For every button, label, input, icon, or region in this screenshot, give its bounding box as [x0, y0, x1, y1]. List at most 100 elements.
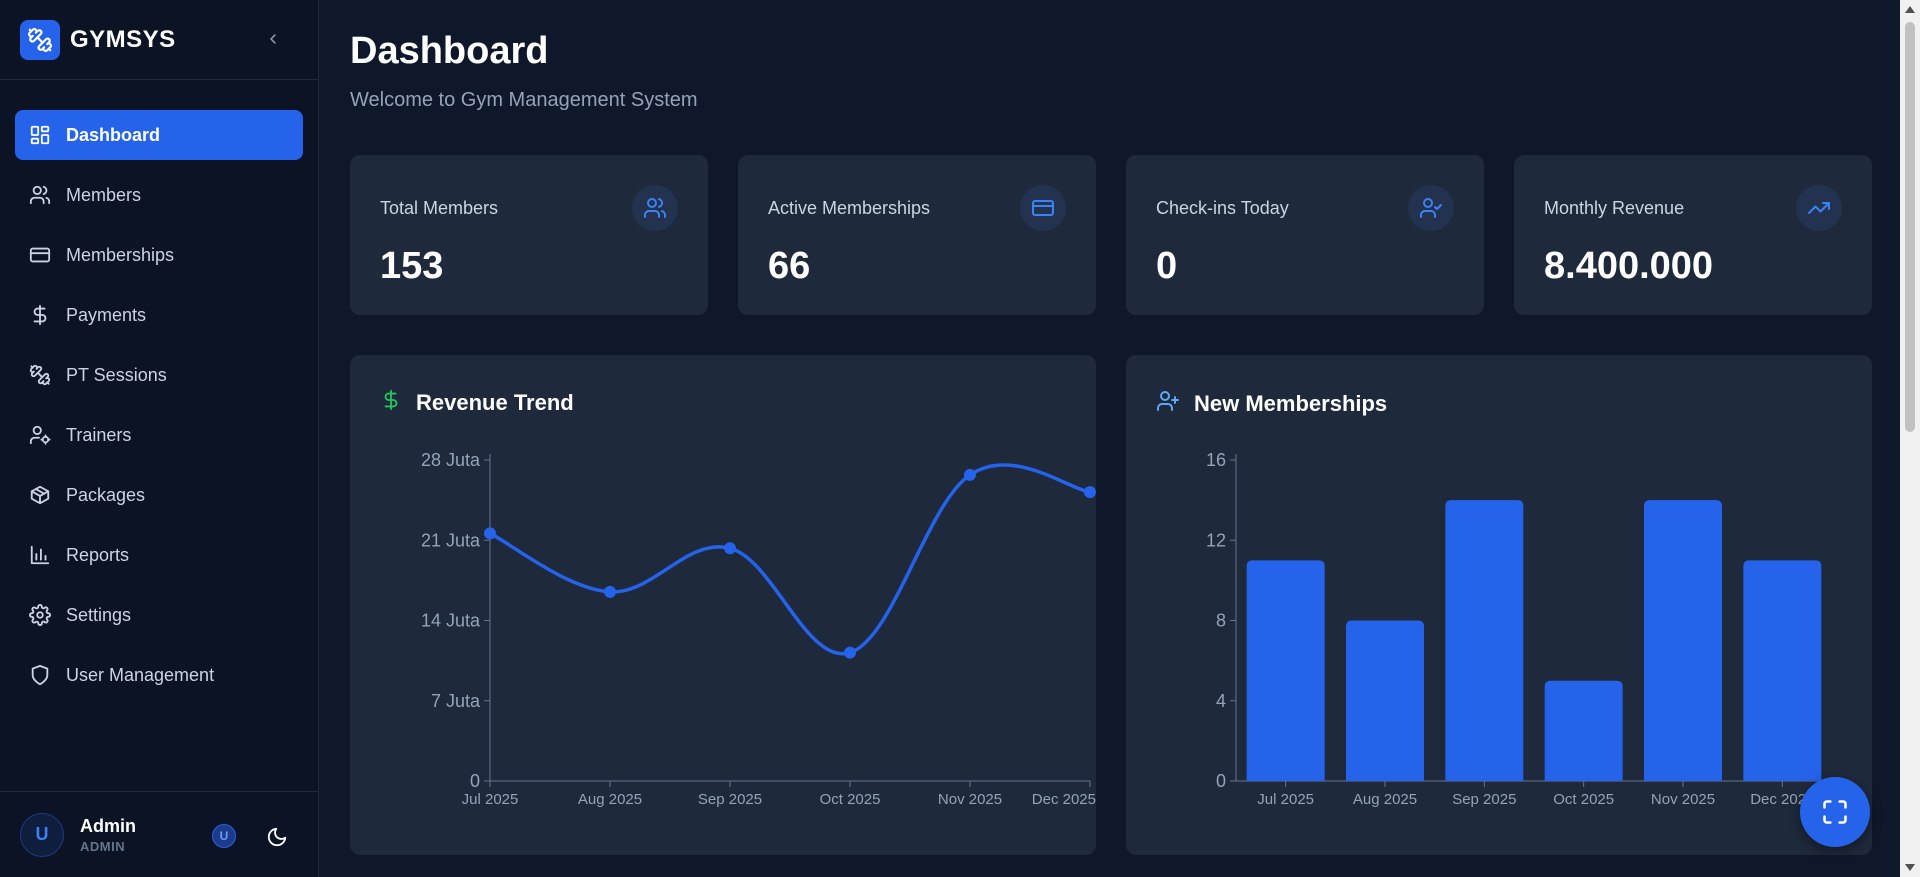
bar: [1644, 500, 1722, 781]
users-icon: [28, 183, 52, 207]
bar: [1246, 560, 1325, 781]
brand-name: GYMSYS: [70, 25, 176, 53]
data-point: [484, 527, 496, 540]
y-tick-label: 0: [1216, 771, 1226, 791]
revenue-series-line: [489, 463, 1091, 656]
sidebar-item-pt-sessions[interactable]: PT Sessions: [15, 350, 303, 400]
x-tick-label: Aug 2025: [578, 791, 642, 808]
y-tick-label: 14 Juta: [421, 611, 481, 631]
sidebar-item-trainers[interactable]: Trainers: [15, 410, 303, 460]
page-subtitle: Welcome to Gym Management System: [350, 89, 698, 111]
sidebar-item-label: User Management: [66, 664, 215, 685]
sidebar-item-label: Reports: [66, 544, 130, 565]
x-tick-label: Nov 2025: [1651, 791, 1715, 808]
x-tick-label: Oct 2025: [820, 791, 881, 808]
bar: [1544, 680, 1623, 781]
revenue-trend-card: Revenue Trend 0 7 Juta 14 Juta 21 Juta 28 Ju…: [350, 355, 1096, 855]
user-info: Admin ADMIN: [80, 816, 136, 854]
x-tick-label: Jul 2025: [462, 791, 519, 808]
dollar-icon: [28, 303, 52, 327]
data-point: [604, 585, 616, 598]
data-point: [724, 542, 736, 555]
brand-header: GYMSYS: [0, 0, 318, 80]
y-tick-label: 7 Juta: [431, 691, 481, 711]
sidebar-item-memberships[interactable]: Memberships: [15, 230, 303, 280]
x-tick-label: Sep 2025: [698, 791, 762, 808]
fullscreen-button[interactable]: [1800, 777, 1870, 847]
shield-icon: [28, 663, 52, 687]
stat-card-monthly-revenue: Monthly Revenue 8.400.000: [1514, 155, 1872, 315]
stat-label: Active Memberships: [768, 198, 931, 218]
x-tick-label: Nov 2025: [938, 791, 1002, 808]
user-plus-icon: [1156, 389, 1180, 418]
stat-card-total-members: Total Members 153: [350, 155, 708, 315]
moon-icon: [267, 827, 287, 847]
y-tick-label: 16: [1206, 450, 1226, 470]
data-point: [964, 468, 976, 481]
dollar-icon: [380, 389, 402, 416]
sidebar-item-label: Packages: [66, 484, 146, 505]
sidebar-item-payments[interactable]: Payments: [15, 290, 303, 340]
bar: [1743, 560, 1822, 781]
trending-up-icon: [1796, 185, 1842, 231]
sidebar: GYMSYS Dashboard Members Memberships: [0, 0, 319, 877]
user-badge[interactable]: U: [212, 824, 236, 848]
sidebar-item-dashboard[interactable]: Dashboard: [15, 110, 303, 160]
user-cog-icon: [28, 423, 52, 447]
sidebar-item-settings[interactable]: Settings: [15, 590, 303, 640]
chart-title: New Memberships: [1194, 390, 1388, 416]
sidebar-item-label: Payments: [66, 304, 147, 325]
chevron-left-icon: [270, 34, 276, 44]
collapse-sidebar-button[interactable]: [262, 28, 284, 50]
sidebar-item-members[interactable]: Members: [15, 170, 303, 220]
sidebar-nav: Dashboard Members Memberships Payments P…: [0, 80, 318, 700]
stat-card-checkins-today: Check-ins Today 0: [1126, 155, 1484, 315]
y-tick-label: 0: [470, 771, 480, 791]
new-memberships-card: New Memberships 0 4 8 12 16 Jul 2025 Aug 2025 S…: [1126, 355, 1872, 855]
sidebar-item-label: Members: [66, 184, 142, 205]
scroll-up-arrow[interactable]: [1905, 6, 1915, 13]
bar: [1445, 500, 1524, 781]
bar: [1346, 620, 1424, 781]
dumbbell-icon: [28, 363, 52, 387]
sidebar-item-user-management[interactable]: User Management: [15, 650, 303, 700]
sidebar-item-label: Settings: [66, 604, 132, 625]
stat-value: 8.400.000: [1544, 245, 1714, 287]
theme-toggle-button[interactable]: [264, 824, 290, 850]
sidebar-item-label: Trainers: [66, 424, 132, 445]
scroll-thumb[interactable]: [1905, 22, 1915, 432]
stat-value: 66: [768, 245, 811, 287]
credit-card-icon: [28, 243, 52, 267]
memberships-bar-chart: 0 4 8 12 16 Jul 2025 Aug 2025 Sep 2025 Oct 2025 N…: [1206, 450, 1832, 808]
user-profile: U Admin ADMIN U: [0, 791, 319, 877]
gear-icon: [28, 603, 52, 627]
sidebar-item-label: PT Sessions: [66, 364, 167, 385]
avatar[interactable]: U: [20, 812, 64, 857]
credit-card-icon: [1020, 185, 1066, 231]
stat-value: 0: [1156, 245, 1178, 287]
stat-label: Total Members: [380, 198, 499, 218]
user-role: ADMIN: [80, 838, 126, 854]
page-scrollbar[interactable]: [1900, 0, 1920, 877]
stat-label: Check-ins Today: [1156, 198, 1289, 218]
main-content: Dashboard Welcome to Gym Management Syst…: [320, 0, 1900, 877]
y-tick-label: 12: [1206, 530, 1226, 550]
package-icon: [28, 483, 52, 507]
dashboard-grid-icon: [28, 123, 52, 147]
x-tick-label: Jul 2025: [1257, 791, 1314, 808]
revenue-line-chart: 0 7 Juta 14 Juta 21 Juta 28 Juta Jul 2025 Aug …: [421, 450, 1096, 808]
sidebar-item-label: Memberships: [66, 244, 175, 265]
fullscreen-icon: [1823, 800, 1847, 824]
x-tick-label: Dec 2025: [1032, 791, 1096, 808]
scroll-down-arrow[interactable]: [1905, 864, 1915, 871]
y-tick-label: 21 Juta: [421, 530, 481, 550]
page-title: Dashboard: [350, 30, 549, 72]
chart-header: New Memberships: [1156, 389, 1387, 418]
stat-label: Monthly Revenue: [1544, 198, 1685, 218]
x-tick-label: Oct 2025: [1553, 791, 1614, 808]
sidebar-item-packages[interactable]: Packages: [15, 470, 303, 520]
x-tick-label: Dec 2025: [1750, 791, 1814, 808]
chart-title: Revenue Trend: [416, 389, 574, 415]
x-tick-label: Aug 2025: [1353, 791, 1417, 808]
sidebar-item-reports[interactable]: Reports: [15, 530, 303, 580]
